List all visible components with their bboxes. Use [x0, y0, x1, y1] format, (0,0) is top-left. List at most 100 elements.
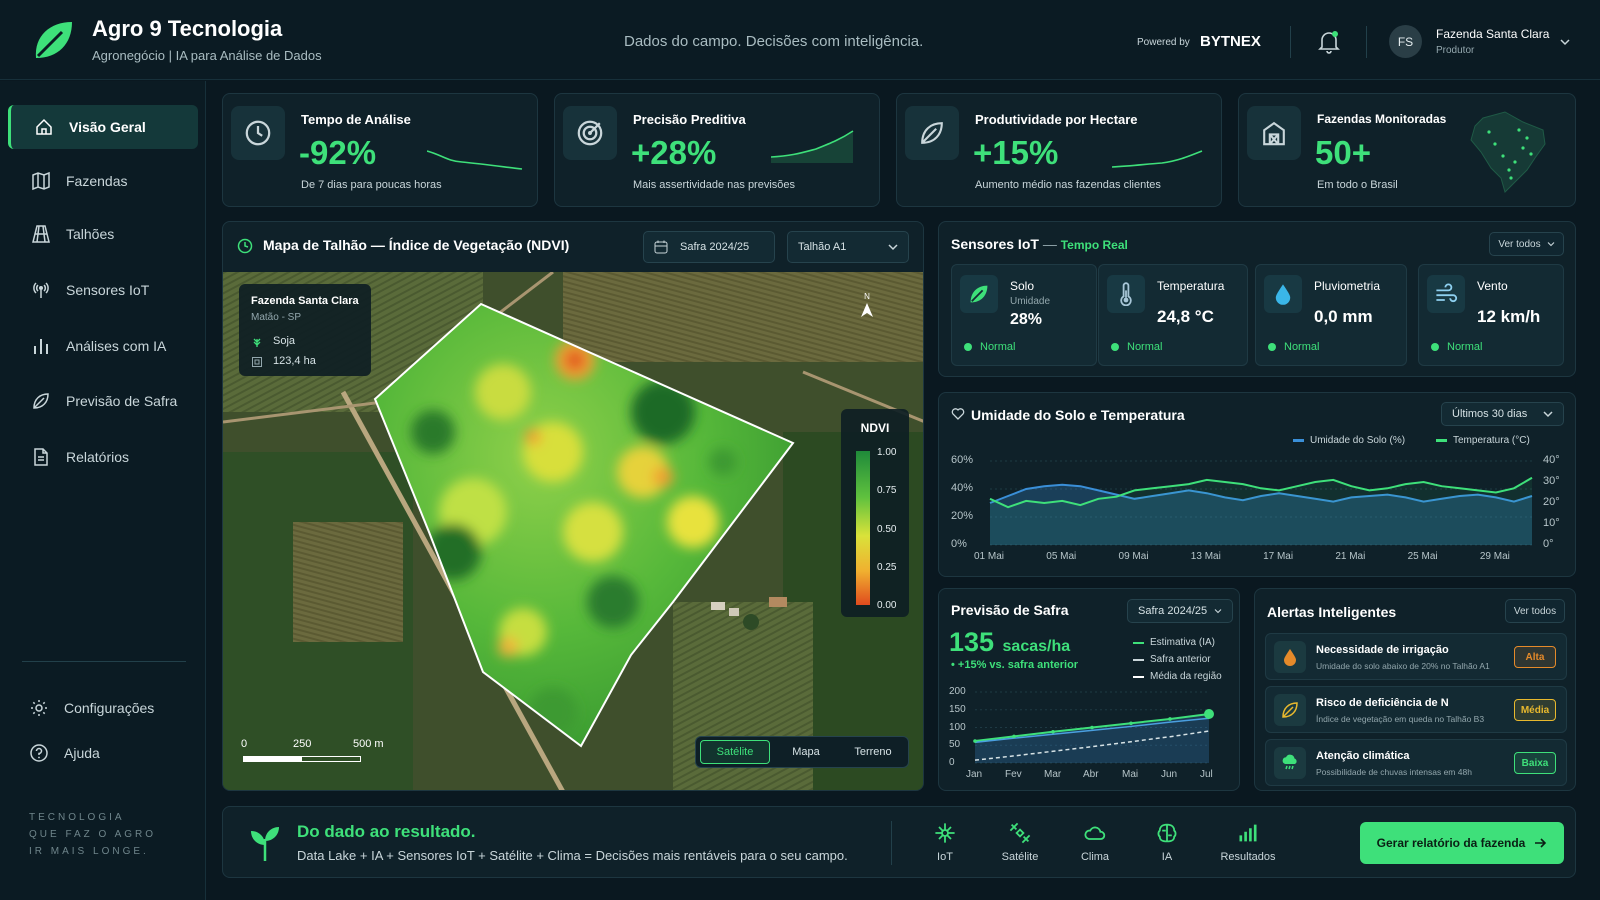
y-right-tick: 10° [1543, 517, 1560, 529]
forecast-title: Previsão de Safra [951, 602, 1069, 618]
y-right-tick: 30° [1543, 475, 1560, 487]
forecast-season-dropdown[interactable]: Safra 2024/25 [1127, 599, 1233, 623]
alert-item[interactable]: Atenção climática Possibilidade de chuvas… [1265, 739, 1567, 786]
soil-leaf-icon [960, 275, 998, 313]
legend-item: Média da região [1133, 668, 1222, 685]
user-role: Produtor [1436, 45, 1475, 56]
soil-chart-svg [989, 460, 1533, 546]
sidebar-item-previsao-de-safra[interactable]: Previsão de Safra [8, 379, 198, 423]
y-right-tick: 40° [1543, 454, 1560, 466]
plot-dropdown[interactable]: Talhão A1 [787, 231, 909, 263]
alerts-title: Alertas Inteligentes [1267, 604, 1397, 620]
alert-item[interactable]: Necessidade de irrigação Umidade do solo … [1265, 633, 1567, 680]
alert-title: Atenção climática [1316, 750, 1410, 762]
leaf-icon [30, 391, 52, 411]
sensor-status: Normal [1431, 341, 1482, 353]
feature-iot: IoT [905, 821, 985, 863]
forecast-season-value: Safra 2024/25 [1138, 605, 1208, 617]
kpi-sparkline [1112, 140, 1212, 180]
sidebar-item-help[interactable]: Ajuda [8, 731, 198, 775]
kpi-caption: Aumento médio nas fazendas clientes [975, 179, 1161, 191]
north-label: N [864, 292, 870, 301]
kpi-title: Fazendas Monitoradas [1317, 112, 1447, 126]
feature-cloud: Clima [1055, 821, 1135, 863]
fields-icon [30, 224, 52, 244]
x-tick: Abr [1083, 769, 1099, 780]
kpi-title: Precisão Preditiva [633, 112, 746, 127]
drop-icon [1274, 641, 1306, 673]
leaf-icon [905, 106, 959, 160]
forecast-chart: 0 50 100 150 200 Jan Fev Mar Abr Mai Jun Jul [939, 589, 1241, 792]
severity-badge: Baixa [1514, 752, 1556, 774]
sidebar-item-sensores-iot[interactable]: Sensores IoT [8, 268, 198, 312]
sidebar-item-label: Análises com IA [66, 338, 167, 354]
x-tick: 09 Mai [1118, 551, 1149, 562]
sensor-card[interactable]: Vento 12 km/h Normal [1418, 264, 1564, 366]
tab-satellite[interactable]: Satélite [700, 740, 770, 764]
crop-forecast-panel: Previsão de Safra Safra 2024/25 135 saca… [938, 588, 1240, 791]
barn-icon [1247, 106, 1301, 160]
user-avatar[interactable]: FS [1389, 25, 1422, 58]
season-dropdown[interactable]: Safra 2024/25 [643, 231, 775, 263]
kpi-caption: Em todo o Brasil [1317, 179, 1398, 191]
sidebar-item-visao-geral[interactable]: Visão Geral [8, 105, 198, 149]
sensor-subtitle: Umidade [1010, 296, 1051, 307]
leaf-icon [1274, 694, 1306, 726]
crop-icon [251, 336, 263, 348]
kpi-sparkline [771, 126, 871, 166]
feature-satellite: Satélite [980, 821, 1060, 863]
sensor-value: 0,0 mm [1314, 307, 1373, 326]
sensor-name: Temperatura [1157, 279, 1225, 293]
calendar-icon [654, 240, 668, 254]
scale-label: 500 m [353, 738, 384, 750]
forecast-value: 135 [949, 627, 995, 657]
status-dot [964, 343, 972, 351]
range-value: Últimos 30 dias [1452, 408, 1528, 420]
ndvi-tick: 0.00 [877, 600, 897, 611]
view-all-label: Ver todos [1498, 238, 1541, 250]
sidebar-item-analises-com-ia[interactable]: Análises com IA [8, 324, 198, 368]
cloud-icon [1055, 821, 1135, 845]
legend-humidity: Umidade do Solo (%) [1293, 435, 1405, 446]
series-line [974, 730, 1210, 761]
data-point [973, 739, 977, 743]
sidebar-item-talhoes[interactable]: Talhões [8, 212, 198, 256]
chevron-down-icon[interactable] [1560, 38, 1570, 46]
sidebar-item-fazendas[interactable]: Fazendas [8, 159, 198, 203]
generate-report-button[interactable]: Gerar relatório da fazenda [1360, 822, 1564, 864]
tab-label: Terreno [854, 746, 892, 758]
y-left-tick: 60% [951, 454, 974, 466]
scale-label: 250 [293, 738, 312, 750]
bytnex-logo: BYTNEX [1200, 33, 1261, 50]
sensor-status: Normal [1268, 341, 1319, 353]
sensor-card[interactable]: Temperatura 24,8 °C Normal [1098, 264, 1248, 366]
sidebar-item-relatorios[interactable]: Relatórios [8, 435, 198, 479]
feature-label: IoT [937, 851, 953, 863]
series-line [989, 476, 1533, 509]
x-tick: 25 Mai [1407, 551, 1438, 562]
alerts-view-all-button[interactable]: Ver todos [1505, 599, 1565, 623]
chevron-down-icon [1214, 608, 1222, 614]
tab-map[interactable]: Mapa [774, 740, 838, 764]
antenna-icon [30, 280, 52, 300]
series-area [990, 484, 1532, 545]
delta-text: +15% vs. safra anterior [957, 659, 1079, 671]
x-tick: Jan [966, 769, 983, 780]
alert-item[interactable]: Risco de deficiência de N Índice de veget… [1265, 686, 1567, 733]
user-name[interactable]: Fazenda Santa Clara [1436, 27, 1550, 41]
forecast-delta: • +15% vs. safra anterior [951, 659, 1078, 671]
x-tick: Mai [1122, 769, 1139, 780]
notification-bell-icon[interactable] [1318, 30, 1340, 54]
sidebar-item-label: Relatórios [66, 449, 130, 465]
data-point [1090, 725, 1094, 730]
sidebar-item-settings[interactable]: Configurações [8, 686, 198, 730]
sensors-view-all-button[interactable]: Ver todos [1489, 232, 1564, 256]
sensor-card[interactable]: Pluviometria 0,0 mm Normal [1255, 264, 1407, 366]
ndvi-color-scale [856, 451, 870, 605]
feature-label: Satélite [1001, 851, 1039, 863]
range-dropdown[interactable]: Últimos 30 dias [1441, 402, 1564, 426]
sensor-card[interactable]: Solo Umidade 28% Normal [951, 264, 1097, 366]
header-tagline: Dados do campo. Decisões com inteligênci… [624, 33, 924, 50]
user-initials: FS [1397, 34, 1414, 49]
tab-terrain[interactable]: Terreno [840, 740, 906, 764]
